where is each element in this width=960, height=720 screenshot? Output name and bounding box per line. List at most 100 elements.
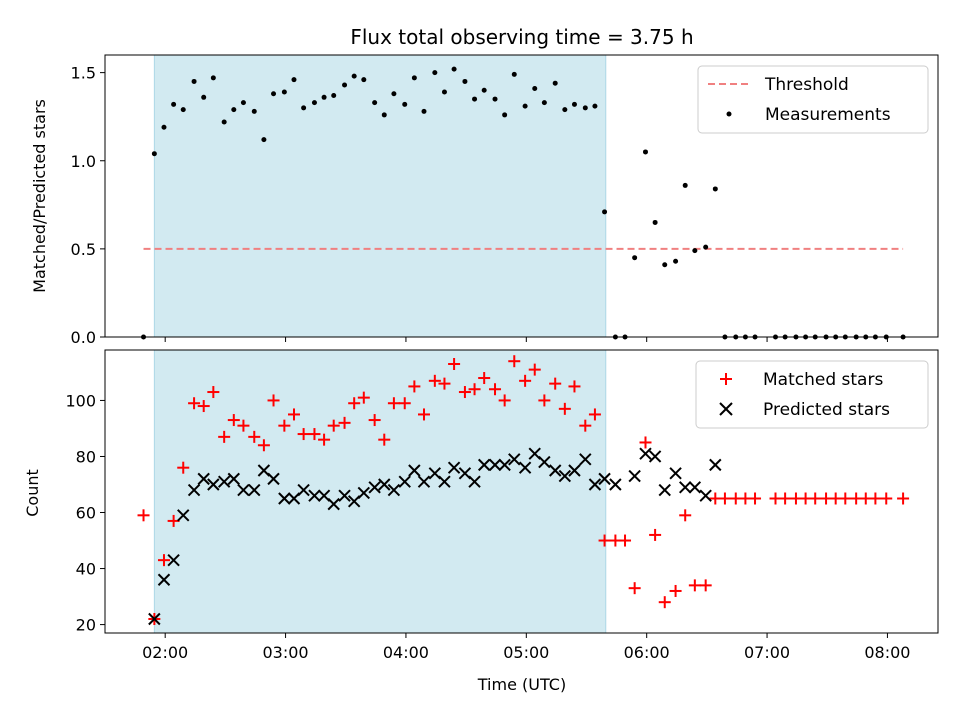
measurement-point	[231, 107, 237, 113]
predicted-point	[408, 464, 421, 477]
matched-point	[649, 528, 662, 541]
matched-point	[519, 374, 532, 387]
matched-point	[658, 596, 671, 609]
series-matched-stars	[137, 355, 910, 625]
predicted-point-b	[387, 483, 401, 497]
predicted-point-b	[148, 612, 161, 626]
predicted-point-b	[398, 475, 411, 488]
measurement-point	[451, 66, 457, 72]
predicted-point	[237, 483, 250, 497]
matched-point	[468, 383, 481, 396]
measurement-point	[441, 89, 447, 95]
measurement-point	[251, 108, 257, 114]
predicted-point-b	[508, 453, 521, 466]
predicted-point-b	[438, 475, 451, 488]
matched-point	[579, 419, 592, 432]
x-tick-label: 04:00	[383, 643, 429, 662]
measurement-point	[502, 112, 508, 118]
matched-point	[549, 377, 562, 390]
predicted-point-b	[579, 453, 592, 466]
predicted-point-b	[628, 469, 641, 483]
measurement-point	[432, 70, 438, 76]
matched-point	[489, 383, 502, 396]
predicted-point-b	[709, 458, 722, 472]
legend-predicted-label: Predicted stars	[763, 400, 890, 420]
matched-point	[248, 430, 261, 443]
matched-point	[538, 394, 551, 407]
predicted-point-b	[167, 553, 180, 567]
measurement-point	[462, 78, 468, 84]
predicted-point	[648, 450, 662, 463]
top-panel: 0.0 0.5 1.0 1.5	[71, 54, 939, 347]
measurement-point	[311, 100, 317, 106]
measurement-point	[151, 151, 157, 157]
predicted-point-b	[447, 461, 461, 474]
measurement-point	[281, 89, 287, 95]
matched-point	[478, 372, 491, 385]
matched-point	[897, 492, 910, 505]
predicted-point	[518, 461, 532, 474]
predicted-point	[628, 469, 641, 483]
predicted-point	[598, 472, 611, 486]
predicted-point-b	[488, 458, 502, 472]
predicted-point	[327, 497, 340, 511]
matched-point	[438, 377, 451, 390]
measurement-point	[161, 124, 167, 130]
predicted-point	[658, 483, 671, 497]
predicted-point-b	[498, 458, 511, 472]
predicted-point	[167, 553, 180, 567]
bottom-legend: Matched stars Predicted stars	[695, 360, 929, 429]
predicted-point-b	[357, 486, 371, 500]
predicted-point-b	[197, 472, 210, 486]
matched-point	[598, 534, 611, 547]
measurement-point	[171, 101, 177, 107]
predicted-point-b	[538, 455, 551, 469]
matched-point	[237, 419, 250, 432]
matched-point	[498, 394, 511, 407]
predicted-point	[488, 458, 502, 472]
matched-point	[639, 436, 652, 449]
predicted-point-b	[609, 478, 622, 491]
predicted-point	[498, 458, 511, 472]
matched-point	[387, 397, 400, 410]
predicted-point-b	[227, 472, 241, 486]
matched-point	[718, 492, 731, 505]
legend-matched-swatch	[720, 373, 732, 385]
predicted-point-b	[237, 483, 250, 497]
matched-point	[227, 414, 240, 427]
predicted-point	[187, 483, 201, 497]
matched-point	[378, 433, 391, 446]
measurement-point	[541, 100, 547, 106]
predicted-point	[378, 478, 391, 491]
predicted-point	[398, 475, 411, 488]
matched-point	[880, 492, 893, 505]
measurement-point	[411, 75, 417, 81]
bottom-panel: 20 40 60 80 100 02:00 03:00 04:00 05:00 06:00 07:0…	[65, 349, 939, 662]
matched-point	[458, 386, 471, 399]
predicted-point-b	[368, 481, 381, 494]
measurement-point	[692, 248, 698, 254]
matched-point	[287, 408, 300, 421]
predicted-point-b	[428, 467, 442, 480]
matched-point	[688, 579, 701, 592]
predicted-point	[267, 472, 280, 486]
predicted-point	[248, 483, 261, 497]
matched-point	[167, 514, 180, 527]
matched-point	[839, 492, 852, 505]
predicted-point	[148, 612, 161, 626]
predicted-point	[588, 478, 602, 491]
y-tick-label: 40	[76, 560, 96, 579]
predicted-point-b	[598, 472, 611, 486]
matched-point	[157, 554, 170, 567]
predicted-point-b	[458, 467, 472, 480]
matched-point	[348, 397, 361, 410]
measurement-point	[492, 96, 498, 102]
matched-point	[779, 492, 792, 505]
matched-point	[218, 430, 231, 443]
measurement-point	[673, 258, 679, 264]
measurement-point	[602, 209, 608, 215]
chart-title: Flux total observing time = 3.75 h	[350, 25, 693, 49]
matched-point	[628, 582, 641, 595]
measurement-point	[321, 94, 327, 100]
